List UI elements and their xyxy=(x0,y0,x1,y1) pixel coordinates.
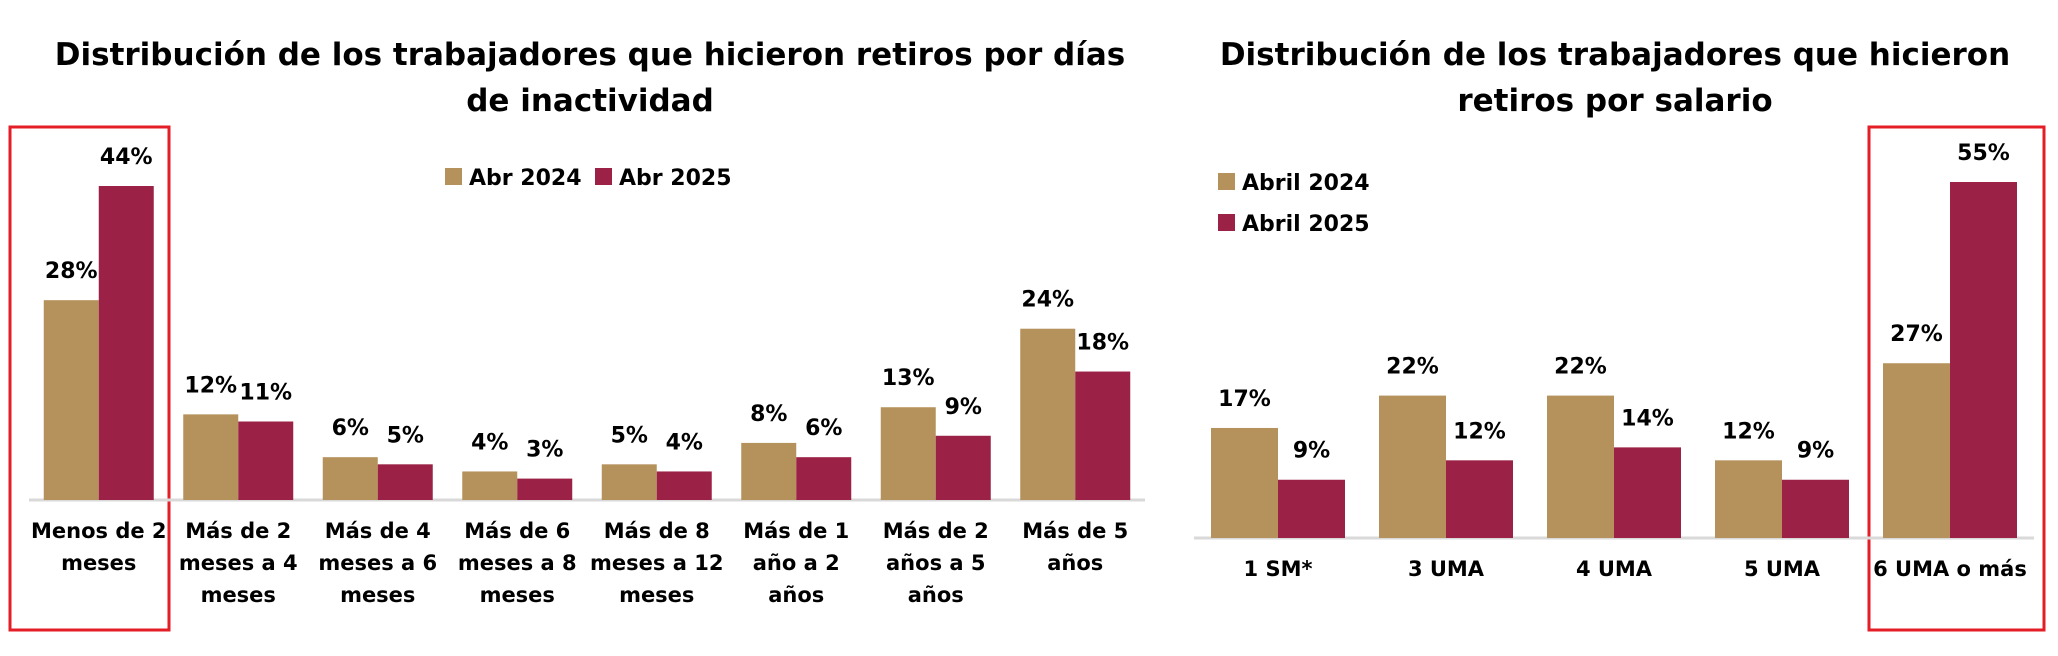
x-tick-label: 3 UMA xyxy=(1407,557,1485,581)
bar xyxy=(238,421,294,500)
x-tick-label: Menos de 2 meses xyxy=(30,519,167,575)
value-label: 28% xyxy=(45,259,98,284)
value-label: 44% xyxy=(100,145,153,170)
legend-label: Abr 2024 xyxy=(469,166,582,191)
chart-title-box: Distribución de los trabajadores que hic… xyxy=(54,37,1126,119)
value-label: 13% xyxy=(882,366,935,391)
legend-swatch xyxy=(1218,214,1235,231)
value-label: 4% xyxy=(471,430,508,455)
x-tick-label-box: Más de 8 meses a 12 meses xyxy=(590,519,724,607)
bar xyxy=(183,414,239,500)
value-label: 12% xyxy=(1722,419,1775,444)
x-tick-label: Más de 6 meses a 8 meses xyxy=(457,519,577,607)
value-label: 5% xyxy=(387,423,424,448)
x-tick-label-box: Más de 4 meses a 6 meses xyxy=(318,519,438,607)
bar xyxy=(1446,460,1513,538)
bar xyxy=(377,464,433,500)
value-label: 22% xyxy=(1386,355,1439,380)
chart-title: Distribución de los trabajadores que hic… xyxy=(54,37,1126,119)
x-tick-label-box: 6 UMA o más xyxy=(1873,557,2027,581)
bar xyxy=(796,457,852,500)
value-label: 4% xyxy=(666,430,703,455)
bar xyxy=(322,457,378,500)
bar xyxy=(1782,479,1849,538)
x-tick-label-box: 4 UMA xyxy=(1575,557,1653,581)
x-tick-label: Más de 1 año a 2 años xyxy=(743,519,850,607)
x-tick-label: 4 UMA xyxy=(1575,557,1653,581)
value-label: 27% xyxy=(1890,322,1943,347)
bar xyxy=(1883,363,1950,538)
value-label: 22% xyxy=(1554,355,1607,380)
value-label: 6% xyxy=(332,416,369,441)
bar xyxy=(1950,182,2017,538)
value-label: 9% xyxy=(945,395,982,420)
bar xyxy=(43,300,99,500)
x-tick-label-box: Más de 2 meses a 4 meses xyxy=(178,519,298,607)
value-label: 24% xyxy=(1021,288,1074,313)
value-label: 3% xyxy=(526,438,563,463)
highlight-box xyxy=(1867,125,2046,632)
bar xyxy=(1379,395,1446,538)
bar xyxy=(880,407,936,500)
x-tick-label: Más de 4 meses a 6 meses xyxy=(318,519,438,607)
value-label: 17% xyxy=(1218,387,1271,412)
bar xyxy=(935,435,991,500)
bar xyxy=(656,471,712,500)
value-label: 9% xyxy=(1293,439,1330,464)
bar xyxy=(741,442,797,500)
chart-title: Distribución de los trabajadores que hic… xyxy=(1219,37,2011,119)
value-label: 11% xyxy=(239,381,292,406)
x-tick-label: 6 UMA o más xyxy=(1873,557,2027,581)
value-label: 18% xyxy=(1076,331,1129,356)
value-label: 5% xyxy=(611,423,648,448)
x-tick-label-box: Más de 1 año a 2 años xyxy=(743,519,850,607)
value-label: 12% xyxy=(1453,419,1506,444)
value-label: 9% xyxy=(1797,439,1834,464)
legend-swatch xyxy=(1218,173,1235,190)
x-tick-label-box: Más de 2 años a 5 años xyxy=(882,519,989,607)
bar xyxy=(1547,395,1614,538)
bar xyxy=(462,471,518,500)
legend-label: Abril 2025 xyxy=(1242,212,1370,237)
x-tick-label: Más de 5 años xyxy=(1022,519,1129,575)
x-tick-label-box: 5 UMA xyxy=(1743,557,1821,581)
value-label: 6% xyxy=(805,416,842,441)
bar xyxy=(601,464,657,500)
bar xyxy=(1211,427,1278,538)
legend-swatch xyxy=(445,168,462,185)
legend-label: Abr 2025 xyxy=(619,166,732,191)
x-tick-label: Más de 8 meses a 12 meses xyxy=(590,519,724,607)
bar xyxy=(1075,371,1131,500)
x-tick-label-box: 1 SM* xyxy=(1243,557,1313,581)
bar xyxy=(1715,460,1782,538)
x-tick-label: 5 UMA xyxy=(1743,557,1821,581)
x-tick-label-box: 3 UMA xyxy=(1407,557,1485,581)
value-label: 8% xyxy=(750,402,787,427)
x-tick-label: Más de 2 años a 5 años xyxy=(882,519,989,607)
bar xyxy=(517,478,573,500)
legend-label: Abril 2024 xyxy=(1242,171,1370,196)
x-tick-label-box: Menos de 2 meses xyxy=(30,519,167,575)
legend-swatch xyxy=(595,168,612,185)
chart-title-box: Distribución de los trabajadores que hic… xyxy=(1219,37,2011,119)
value-label: 55% xyxy=(1957,141,2010,166)
x-tick-label-box: Más de 5 años xyxy=(1022,519,1129,575)
x-tick-label: 1 SM* xyxy=(1243,557,1313,581)
value-label: 12% xyxy=(184,373,237,398)
x-tick-label: Más de 2 meses a 4 meses xyxy=(178,519,298,607)
bar xyxy=(98,186,154,500)
bar xyxy=(1614,447,1681,538)
x-tick-label-box: Más de 6 meses a 8 meses xyxy=(457,519,577,607)
highlight-box xyxy=(8,125,171,632)
bar xyxy=(1278,479,1345,538)
value-label: 14% xyxy=(1621,406,1674,431)
bar xyxy=(1020,328,1076,500)
